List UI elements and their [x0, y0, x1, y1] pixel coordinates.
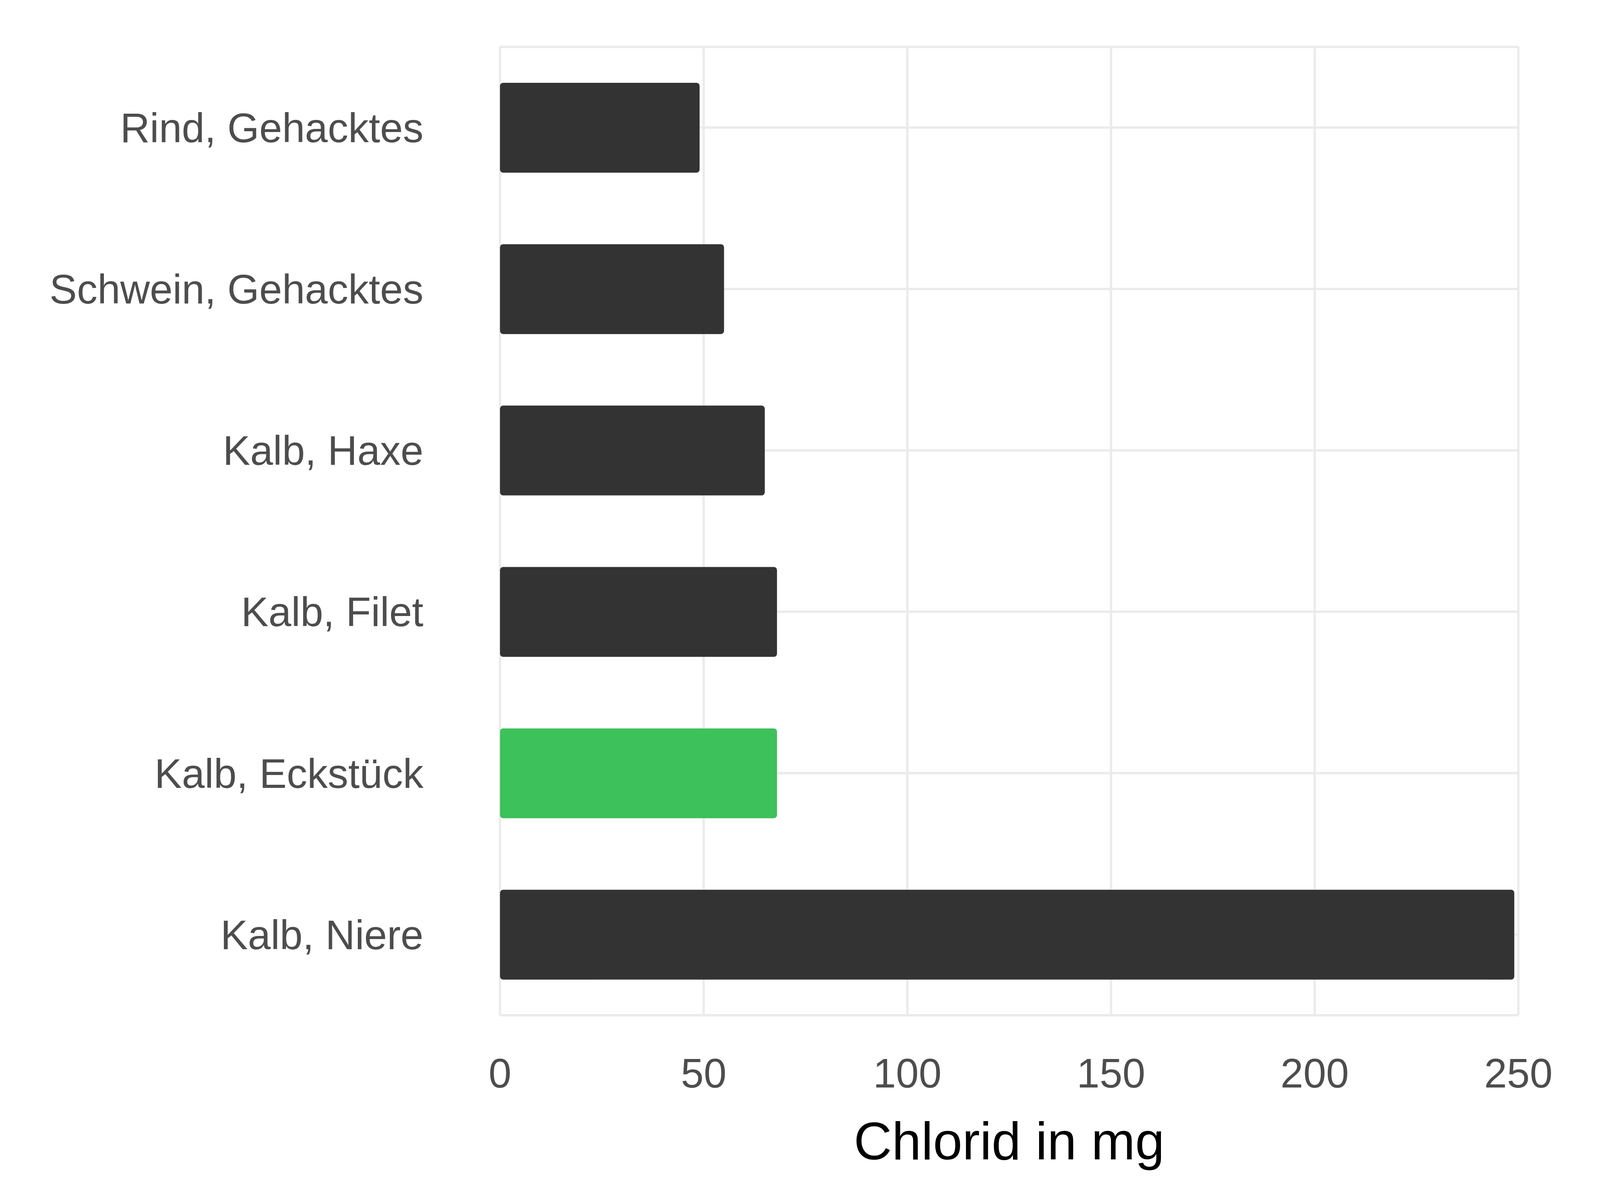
- svg-text:Kalb, Niere: Kalb, Niere: [220, 912, 424, 958]
- svg-text:0: 0: [488, 1050, 512, 1097]
- svg-text:250: 250: [1483, 1050, 1553, 1097]
- svg-text:Chlorid in mg: Chlorid in mg: [853, 1111, 1165, 1171]
- svg-text:Kalb, Haxe: Kalb, Haxe: [222, 427, 424, 474]
- svg-text:Rind, Gehacktes: Rind, Gehacktes: [120, 105, 424, 151]
- svg-text:200: 200: [1280, 1050, 1349, 1097]
- svg-text:Kalb, Eckstück: Kalb, Eckstück: [154, 750, 424, 797]
- svg-text:50: 50: [680, 1050, 727, 1097]
- svg-text:Kalb, Filet: Kalb, Filet: [241, 589, 424, 635]
- svg-text:150: 150: [1076, 1050, 1146, 1097]
- svg-text:100: 100: [873, 1050, 942, 1097]
- svg-text:Schwein, Gehacktes: Schwein, Gehacktes: [49, 266, 424, 313]
